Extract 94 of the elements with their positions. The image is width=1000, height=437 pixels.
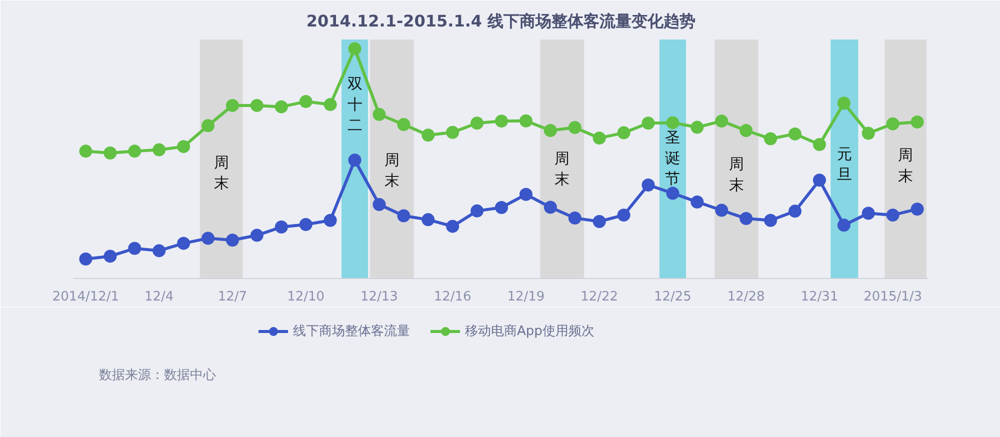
point [152, 244, 166, 258]
point [666, 116, 680, 130]
point [104, 146, 117, 160]
point [128, 242, 142, 255]
point [837, 218, 850, 232]
point [740, 212, 753, 226]
point [104, 250, 117, 263]
x-tick-label: 2014/12/1 [52, 290, 120, 304]
point [715, 204, 728, 217]
point [862, 126, 875, 140]
x-tick-label: 12/25 [654, 290, 692, 304]
source-note: 数据来源：数据中心 [99, 367, 216, 383]
band-label: 周末 [384, 150, 400, 190]
point [446, 126, 460, 139]
point [617, 208, 630, 222]
point [79, 252, 92, 266]
point [250, 98, 264, 112]
point [495, 114, 508, 128]
point [422, 213, 435, 226]
point [690, 120, 704, 134]
x-tick-label: 12/7 [218, 290, 248, 304]
x-tick-label: 12/13 [360, 290, 398, 304]
point [544, 200, 557, 214]
point [128, 144, 142, 158]
legend-label: 移动电商App使用频次 [465, 323, 594, 340]
x-tick-label: 12/19 [507, 290, 545, 304]
point [226, 234, 239, 247]
point [666, 186, 680, 200]
point [592, 132, 606, 145]
point [617, 126, 630, 140]
point [862, 206, 875, 220]
legend-label: 线下商场整体客流量 [293, 323, 410, 340]
point [910, 116, 924, 128]
point [446, 220, 460, 233]
point [568, 121, 582, 134]
point [788, 127, 802, 140]
x-tick-label: 12/28 [727, 290, 765, 304]
point [372, 108, 386, 121]
point [422, 128, 435, 142]
x-tick-label: 12/31 [800, 290, 838, 304]
x-tick-label: 12/10 [287, 290, 325, 304]
point [470, 204, 484, 218]
point [299, 218, 312, 231]
point [592, 215, 606, 228]
point [715, 114, 728, 128]
band-label: 圣诞节 [665, 128, 680, 188]
x-tick-label: 12/4 [144, 290, 174, 304]
point [226, 98, 239, 112]
point [177, 236, 190, 250]
band-label: 元旦 [836, 144, 852, 184]
x-tick-label: 12/22 [580, 290, 618, 304]
point [812, 174, 826, 187]
point [348, 154, 362, 167]
point [299, 95, 312, 108]
x-tick-label: 12/16 [434, 290, 472, 304]
point [250, 228, 264, 242]
point [397, 118, 410, 132]
band-label: 周末 [728, 155, 744, 194]
point [202, 232, 215, 245]
point [788, 204, 802, 218]
point [837, 96, 850, 110]
band-label: 周末 [898, 146, 914, 185]
point [177, 140, 190, 154]
point [519, 114, 532, 128]
band-label: 周末 [554, 150, 570, 188]
point [348, 42, 362, 56]
point [274, 100, 288, 114]
point [397, 209, 410, 222]
point [324, 214, 337, 227]
point [812, 138, 826, 152]
point [568, 212, 582, 225]
point [79, 144, 92, 158]
point [495, 201, 508, 214]
point [544, 124, 557, 137]
point [642, 116, 655, 130]
point [910, 202, 924, 216]
point [690, 195, 704, 208]
point [152, 143, 166, 156]
point [519, 188, 532, 201]
x-tick-label: 2015/1/3 [864, 290, 922, 304]
chart-title: 2014.12.1-2015.1.4 线下商场整体客流量变化趋势 [306, 12, 696, 30]
point [764, 214, 778, 227]
point [324, 98, 337, 112]
band-label: 周末 [214, 153, 229, 192]
point [274, 220, 288, 234]
point [886, 117, 900, 130]
point [642, 178, 655, 192]
point [202, 119, 215, 132]
point [740, 124, 753, 137]
point [372, 198, 386, 211]
band-label: 双十二 [347, 74, 362, 134]
point [764, 132, 778, 146]
point [886, 208, 900, 222]
point [470, 116, 484, 130]
